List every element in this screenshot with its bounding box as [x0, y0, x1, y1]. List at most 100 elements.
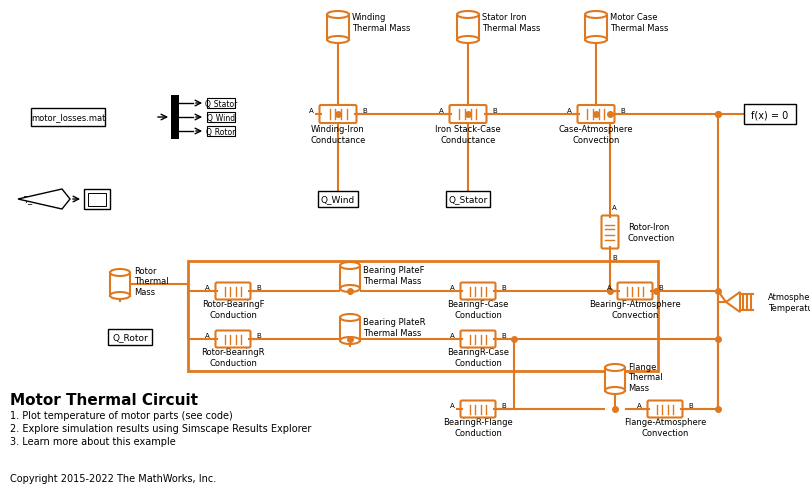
- FancyBboxPatch shape: [340, 266, 360, 289]
- Ellipse shape: [340, 263, 360, 269]
- FancyBboxPatch shape: [319, 106, 356, 124]
- Text: Rotor-Iron
Convection: Rotor-Iron Convection: [628, 223, 676, 242]
- Text: Q_Wind: Q_Wind: [321, 195, 355, 204]
- FancyBboxPatch shape: [171, 96, 179, 140]
- FancyBboxPatch shape: [327, 16, 349, 41]
- Text: B: B: [688, 402, 693, 408]
- Text: B: B: [612, 254, 616, 261]
- FancyBboxPatch shape: [207, 113, 235, 123]
- Text: B: B: [620, 108, 625, 114]
- Text: A: A: [608, 285, 612, 290]
- Text: A: A: [205, 285, 210, 290]
- Ellipse shape: [605, 364, 625, 371]
- Ellipse shape: [585, 37, 607, 44]
- Text: BearingR-Case
Conduction: BearingR-Case Conduction: [447, 347, 509, 367]
- Text: B: B: [501, 285, 505, 290]
- Text: Rotor-BearingR
Conduction: Rotor-BearingR Conduction: [201, 347, 265, 367]
- Text: A: A: [439, 108, 444, 114]
- Ellipse shape: [110, 292, 130, 299]
- FancyBboxPatch shape: [602, 216, 619, 249]
- FancyBboxPatch shape: [108, 329, 152, 346]
- FancyBboxPatch shape: [88, 193, 106, 206]
- Text: Rotor-BearingF
Conduction: Rotor-BearingF Conduction: [202, 300, 264, 319]
- Text: f(x) = 0: f(x) = 0: [752, 110, 789, 120]
- Text: Rotor
Thermal
Mass: Rotor Thermal Mass: [134, 266, 168, 296]
- Polygon shape: [18, 190, 70, 209]
- Ellipse shape: [340, 314, 360, 321]
- FancyBboxPatch shape: [647, 401, 683, 418]
- FancyBboxPatch shape: [744, 105, 796, 125]
- Text: A: A: [567, 108, 572, 114]
- Text: A: A: [450, 285, 455, 290]
- Text: A: A: [309, 108, 314, 114]
- Text: BearingR-Flange
Conduction: BearingR-Flange Conduction: [443, 417, 513, 437]
- Text: B: B: [492, 108, 497, 114]
- Text: Q_Rotor: Q_Rotor: [206, 127, 237, 136]
- FancyBboxPatch shape: [617, 283, 653, 300]
- Text: B: B: [658, 285, 663, 290]
- Text: Bearing PlateF
Thermal Mass: Bearing PlateF Thermal Mass: [363, 266, 424, 285]
- FancyBboxPatch shape: [84, 190, 110, 209]
- Text: B: B: [362, 108, 367, 114]
- FancyBboxPatch shape: [110, 273, 130, 296]
- FancyBboxPatch shape: [578, 106, 615, 124]
- Text: Atmosphere
Temperature: Atmosphere Temperature: [768, 293, 810, 312]
- FancyBboxPatch shape: [605, 368, 625, 391]
- Text: Q_Stator: Q_Stator: [449, 195, 488, 204]
- FancyBboxPatch shape: [461, 401, 496, 418]
- FancyBboxPatch shape: [461, 331, 496, 348]
- FancyBboxPatch shape: [585, 16, 607, 41]
- Text: Q_Stator: Q_Stator: [204, 99, 237, 108]
- Text: Winding-Iron
Conductance: Winding-Iron Conductance: [310, 125, 365, 144]
- Text: A: A: [450, 402, 455, 408]
- Text: B: B: [501, 402, 505, 408]
- Text: Case-Atmosphere
Convection: Case-Atmosphere Convection: [559, 125, 633, 144]
- Text: Iron Stack-Case
Conductance: Iron Stack-Case Conductance: [435, 125, 501, 144]
- FancyBboxPatch shape: [340, 318, 360, 341]
- Text: 2. Explore simulation results using Simscape Results Explorer: 2. Explore simulation results using Sims…: [10, 423, 311, 433]
- Text: A: A: [637, 402, 642, 408]
- Text: BearingF-Case
Conduction: BearingF-Case Conduction: [447, 300, 509, 319]
- Text: Copyright 2015-2022 The MathWorks, Inc.: Copyright 2015-2022 The MathWorks, Inc.: [10, 473, 216, 483]
- Ellipse shape: [605, 387, 625, 394]
- Text: B: B: [256, 332, 261, 338]
- Text: Stator Iron
Thermal Mass: Stator Iron Thermal Mass: [482, 13, 540, 33]
- FancyBboxPatch shape: [461, 283, 496, 300]
- Text: A: A: [612, 204, 616, 210]
- Text: motor_losses.mat: motor_losses.mat: [31, 113, 105, 122]
- Text: 3. Learn more about this example: 3. Learn more about this example: [10, 436, 176, 446]
- Ellipse shape: [340, 337, 360, 345]
- Text: Motor Case
Thermal Mass: Motor Case Thermal Mass: [610, 13, 668, 33]
- Ellipse shape: [457, 12, 479, 19]
- Ellipse shape: [110, 269, 130, 276]
- FancyBboxPatch shape: [457, 16, 479, 41]
- FancyBboxPatch shape: [215, 331, 250, 348]
- Text: Q_Wind: Q_Wind: [207, 113, 236, 122]
- Text: B: B: [501, 332, 505, 338]
- Ellipse shape: [327, 12, 349, 19]
- FancyBboxPatch shape: [215, 283, 250, 300]
- Text: T_Stator: T_Stator: [23, 195, 58, 204]
- Text: Q_Rotor: Q_Rotor: [112, 333, 148, 342]
- FancyBboxPatch shape: [318, 192, 358, 207]
- Text: Bearing PlateR
Thermal Mass: Bearing PlateR Thermal Mass: [363, 318, 425, 337]
- Ellipse shape: [457, 37, 479, 44]
- FancyBboxPatch shape: [31, 109, 105, 127]
- Text: Flange
Thermal
Mass: Flange Thermal Mass: [628, 363, 663, 392]
- Text: A: A: [450, 332, 455, 338]
- FancyBboxPatch shape: [207, 99, 235, 109]
- Text: Flange-Atmosphere
Convection: Flange-Atmosphere Convection: [624, 417, 706, 437]
- Ellipse shape: [585, 12, 607, 19]
- FancyBboxPatch shape: [207, 127, 235, 137]
- Text: Winding
Thermal Mass: Winding Thermal Mass: [352, 13, 411, 33]
- FancyBboxPatch shape: [450, 106, 487, 124]
- Text: BearingF-Atmosphere
Convection: BearingF-Atmosphere Convection: [589, 300, 681, 319]
- Text: 1. Plot temperature of motor parts (see code): 1. Plot temperature of motor parts (see …: [10, 410, 232, 420]
- FancyBboxPatch shape: [446, 192, 490, 207]
- Text: B: B: [256, 285, 261, 290]
- Text: Motor Thermal Circuit: Motor Thermal Circuit: [10, 392, 198, 407]
- Polygon shape: [726, 292, 740, 312]
- Text: A: A: [205, 332, 210, 338]
- Ellipse shape: [340, 285, 360, 292]
- Ellipse shape: [327, 37, 349, 44]
